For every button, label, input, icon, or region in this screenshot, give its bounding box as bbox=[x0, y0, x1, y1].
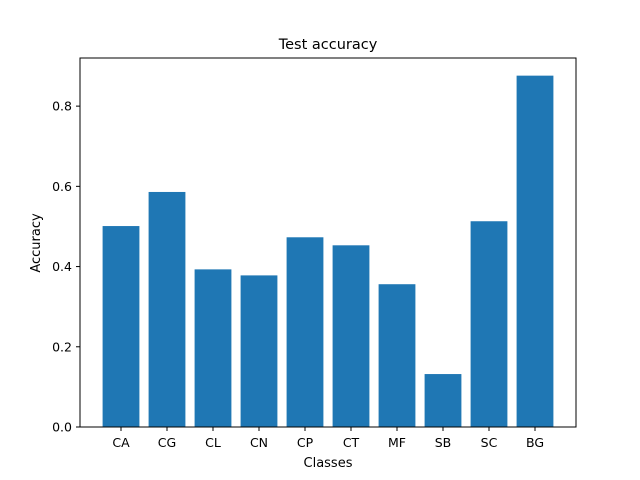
x-axis-label: Classes bbox=[304, 456, 353, 471]
x-tick-label: CA bbox=[112, 435, 130, 450]
bar-ca bbox=[102, 226, 140, 427]
y-axis-ticks: 0.0 0.2 0.4 0.6 0.8 bbox=[52, 99, 80, 435]
y-tick-label: 0.8 bbox=[52, 99, 72, 114]
bar-cn bbox=[240, 275, 278, 427]
x-tick-label: CG bbox=[158, 435, 176, 450]
x-tick-label: CT bbox=[343, 435, 360, 450]
x-tick-label: CP bbox=[297, 435, 314, 450]
x-tick-label: MF bbox=[388, 435, 406, 450]
bar-ct bbox=[332, 245, 370, 427]
x-axis-ticks: CA CG CL CN CP CT MF SB SC BG bbox=[112, 427, 544, 450]
chart-title: Test accuracy bbox=[278, 37, 378, 53]
x-tick-label: CL bbox=[205, 435, 221, 450]
bars-group bbox=[102, 75, 554, 427]
bar-cl bbox=[194, 269, 232, 427]
y-tick-label: 0.2 bbox=[52, 339, 72, 354]
bar-sb bbox=[424, 374, 462, 427]
x-tick-label: SB bbox=[435, 435, 452, 450]
x-tick-label: CN bbox=[250, 435, 268, 450]
x-tick-label: SC bbox=[481, 435, 498, 450]
bar-cp bbox=[286, 237, 324, 427]
bar-mf bbox=[378, 284, 416, 427]
y-tick-label: 0.4 bbox=[52, 259, 72, 274]
x-tick-label: BG bbox=[526, 435, 544, 450]
bar-bg bbox=[516, 75, 554, 427]
bar-sc bbox=[470, 221, 508, 427]
y-tick-label: 0.6 bbox=[52, 179, 72, 194]
y-tick-label: 0.0 bbox=[52, 420, 72, 435]
bar-cg bbox=[148, 191, 186, 427]
y-axis-label: Accuracy bbox=[29, 213, 44, 273]
plot-frame bbox=[79, 57, 577, 428]
